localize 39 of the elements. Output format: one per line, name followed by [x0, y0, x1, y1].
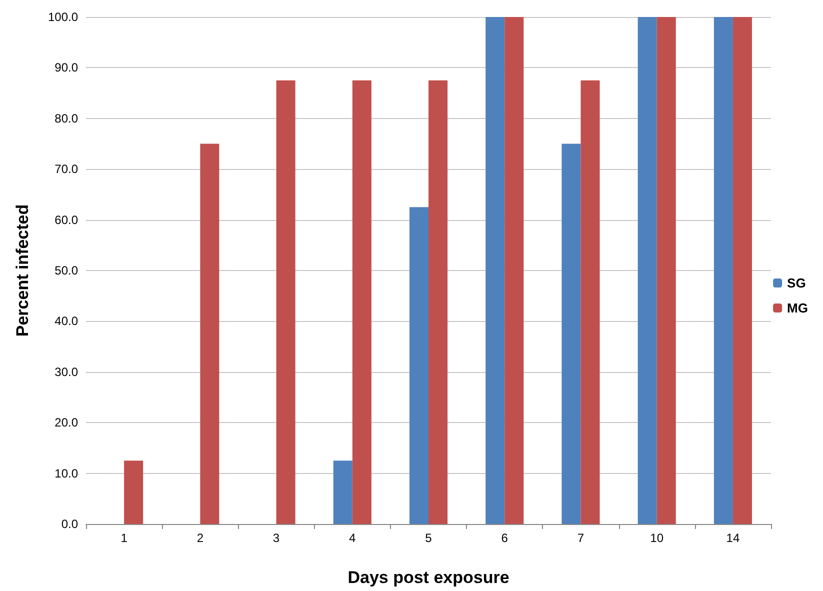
x-tick-label: 7 [577, 531, 584, 545]
x-tick-label: 10 [650, 531, 664, 545]
bar [333, 460, 352, 524]
bar [276, 80, 296, 524]
bar [656, 17, 676, 524]
y-tick-label: 100.0 [48, 10, 78, 24]
bar [562, 144, 581, 524]
x-tick-label: 5 [425, 531, 432, 545]
y-tick-label: 40.0 [54, 314, 78, 328]
x-tick-label: 14 [726, 531, 740, 545]
bar [124, 460, 144, 524]
bar [504, 17, 524, 524]
bar [638, 17, 657, 524]
y-axis-title: Percent infected [13, 204, 32, 337]
bar [732, 17, 752, 524]
bar [580, 80, 600, 524]
legend-label: SG [787, 276, 806, 290]
x-tick-label: 3 [272, 531, 280, 545]
bar [486, 17, 505, 524]
y-tick-label: 60.0 [54, 212, 78, 227]
x-axis-title: Days post exposure [348, 568, 510, 587]
bar [200, 144, 220, 524]
y-tick-label: 30.0 [54, 364, 78, 379]
y-tick-label: 90.0 [54, 60, 78, 75]
legend-label: MG [787, 300, 808, 316]
bar [428, 80, 448, 524]
bar [352, 80, 372, 524]
y-tick-label: 80.0 [54, 111, 78, 126]
y-tick-label: 70.0 [54, 162, 78, 176]
y-tick-label: 0.0 [61, 517, 78, 531]
y-tick-label: 20.0 [54, 416, 78, 430]
x-tick-label: 2 [196, 531, 204, 545]
bar [409, 207, 428, 524]
x-tick-label: 6 [501, 531, 508, 545]
y-tick-label: 50.0 [54, 264, 78, 278]
bar [714, 17, 733, 524]
y-tick-label: 10.0 [54, 466, 78, 480]
x-tick-label: 4 [349, 531, 356, 545]
x-tick-label: 1 [120, 531, 128, 545]
